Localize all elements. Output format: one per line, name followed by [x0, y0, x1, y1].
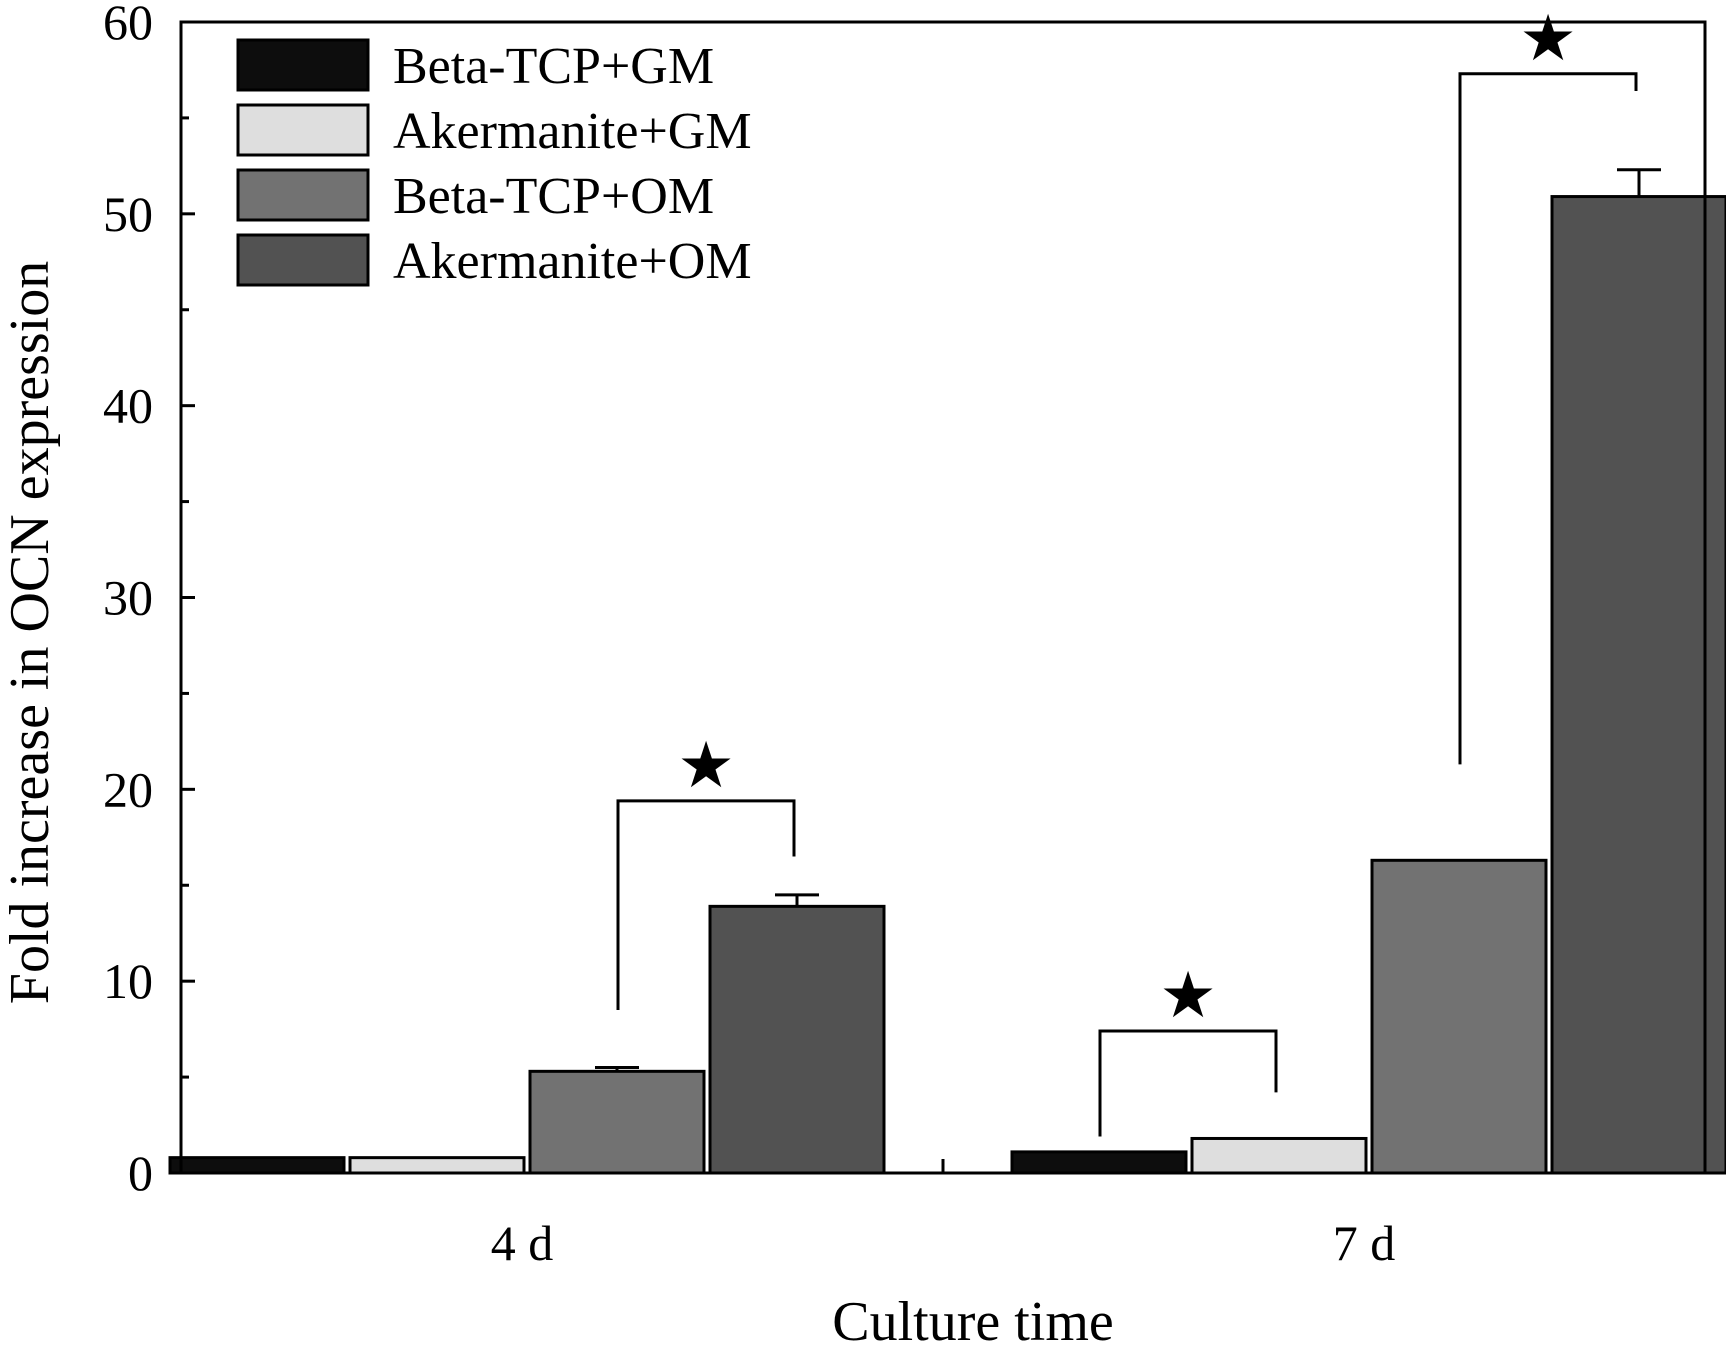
significance-star-0: ★: [677, 730, 734, 801]
bar-7d-series-1: [1190, 1136, 1368, 1175]
bar-7d-series-2: [1370, 858, 1548, 1175]
y-tick-label-0: 0: [128, 1145, 153, 1201]
significance-layer: ★ ★ ★: [616, 3, 1638, 1137]
legend: Beta-TCP+GM Akermanite+GM Beta-TCP+OM Akerm…: [236, 38, 752, 290]
x-tick-label-1: 7 d: [1333, 1215, 1396, 1271]
significance-star-1: ★: [1159, 960, 1216, 1031]
legend-label-3: Akermanite+OM: [393, 233, 752, 290]
significance-bracket-1: [1098, 1029, 1278, 1137]
significance-bracket-0: [616, 799, 796, 1010]
y-tick-label-40: 40: [103, 378, 153, 434]
y-tick-label-20: 20: [103, 761, 153, 817]
bar-7d-series-0: [1010, 1150, 1188, 1175]
error-bars-layer: [595, 168, 1661, 1072]
legend-swatch-2: [236, 168, 370, 222]
y-tick-label-60: 60: [103, 0, 153, 50]
bar-4d-series-2: [528, 1069, 706, 1175]
bar-4d-series-3: [708, 904, 886, 1175]
y-tick-label-30: 30: [103, 570, 153, 626]
legend-label-2: Beta-TCP+OM: [393, 168, 714, 225]
significance-star-2: ★: [1519, 3, 1576, 74]
legend-swatch-0: [236, 38, 370, 92]
legend-swatch-1: [236, 103, 370, 157]
bar-4d-series-0: [168, 1156, 346, 1175]
bars-layer: [168, 195, 1726, 1175]
axes-layer: 0 10 20 30 40 50 60 4 d 7 d: [103, 0, 1707, 1271]
bar-7d-series-3: [1550, 195, 1726, 1175]
y-tick-label-10: 10: [103, 953, 153, 1009]
bar-4d-series-1: [348, 1156, 526, 1175]
x-tick-label-0: 4 d: [491, 1215, 554, 1271]
legend-label-0: Beta-TCP+GM: [393, 38, 714, 95]
x-axis-title: Culture time: [832, 1291, 1114, 1353]
legend-label-1: Akermanite+GM: [393, 103, 752, 160]
y-tick-label-50: 50: [103, 186, 153, 242]
y-axis-title: Fold increase in OCN expression: [0, 261, 61, 1004]
significance-bracket-2: [1458, 72, 1638, 765]
legend-swatch-3: [236, 233, 370, 287]
